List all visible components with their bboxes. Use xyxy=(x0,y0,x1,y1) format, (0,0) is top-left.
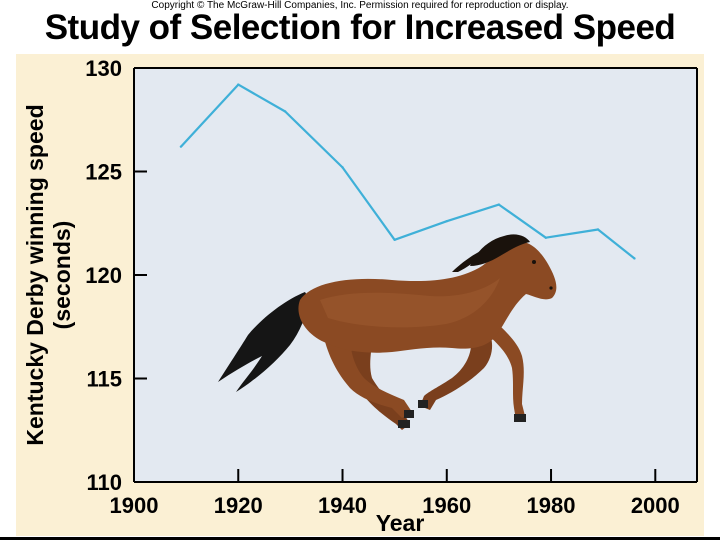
data-point-1970 xyxy=(497,203,501,206)
x-axis-title: Year xyxy=(376,510,425,536)
chart-title: Study of Selection for Increased Speed xyxy=(44,8,676,47)
y-tick-label-120: 120 xyxy=(85,263,122,288)
data-point-1940 xyxy=(341,166,344,169)
data-point-1929 xyxy=(283,110,287,113)
x-tick-label-1940: 1940 xyxy=(318,493,367,518)
y-tick-label-130: 130 xyxy=(85,56,122,81)
tick-labels: 1900 1920 1940 1960 1980 2000 110 115 120 125 130 xyxy=(85,56,679,518)
x-tick-label-1920: 1920 xyxy=(214,493,263,518)
x-tick-label-1900: 1900 xyxy=(110,493,159,518)
plot-area xyxy=(134,68,697,482)
copyright-notice: Copyright © The McGraw-Hill Companies, I… xyxy=(151,0,569,11)
horse-illustration xyxy=(218,234,557,430)
data-point-1996 xyxy=(633,257,636,260)
winning-time-line xyxy=(180,83,636,260)
data-points xyxy=(179,83,636,260)
y-axis-title: Kentucky Derby winning speed xyxy=(22,104,48,445)
x-tick-label-1980: 1980 xyxy=(527,493,576,518)
data-point-1979 xyxy=(544,236,548,239)
data-point-1950 xyxy=(393,238,396,242)
x-tick-label-2000: 2000 xyxy=(631,493,680,518)
data-point-1989 xyxy=(596,228,600,231)
y-tick-label-110: 110 xyxy=(87,470,123,495)
data-point-1920 xyxy=(237,83,240,86)
y-axis-unit: (seconds) xyxy=(49,221,75,330)
slide-bottom-border xyxy=(0,537,720,540)
data-point-1960 xyxy=(445,219,448,223)
data-point-1909 xyxy=(179,145,183,148)
y-tick-label-115: 115 xyxy=(87,367,123,392)
x-tick-label-1960: 1960 xyxy=(422,493,471,518)
y-tick-label-125: 125 xyxy=(85,160,122,185)
